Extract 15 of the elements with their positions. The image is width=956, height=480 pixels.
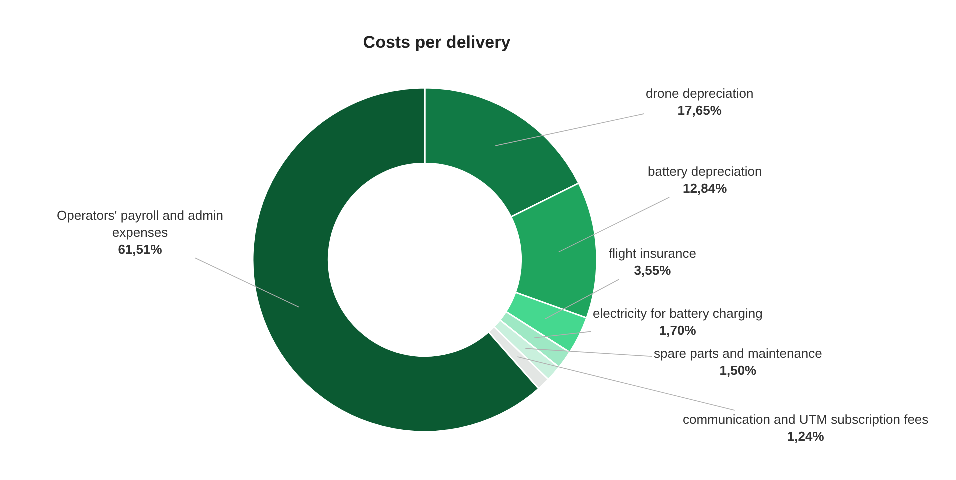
chart-title: Costs per delivery	[363, 32, 512, 52]
data-label: 1,70%	[659, 322, 697, 338]
slice-label: battery depreciation	[648, 164, 762, 179]
data-label: 1,50%	[720, 362, 758, 378]
data-label: 3,55%	[634, 262, 672, 278]
slice-label: electricity for battery charging	[593, 306, 763, 321]
data-label: 1,24%	[787, 428, 825, 444]
data-label: 12,84%	[683, 180, 728, 196]
slice-label: drone depreciation	[646, 86, 754, 101]
slice-label: communication and UTM subscription fees	[683, 412, 930, 427]
slice-label: Operators' payroll and admin expenses	[57, 208, 224, 240]
slice-label: flight insurance	[609, 246, 696, 261]
data-label: 61,51%	[118, 242, 163, 257]
slice-label: spare parts and maintenance	[654, 346, 822, 361]
data-label: 17,65%	[678, 102, 722, 118]
